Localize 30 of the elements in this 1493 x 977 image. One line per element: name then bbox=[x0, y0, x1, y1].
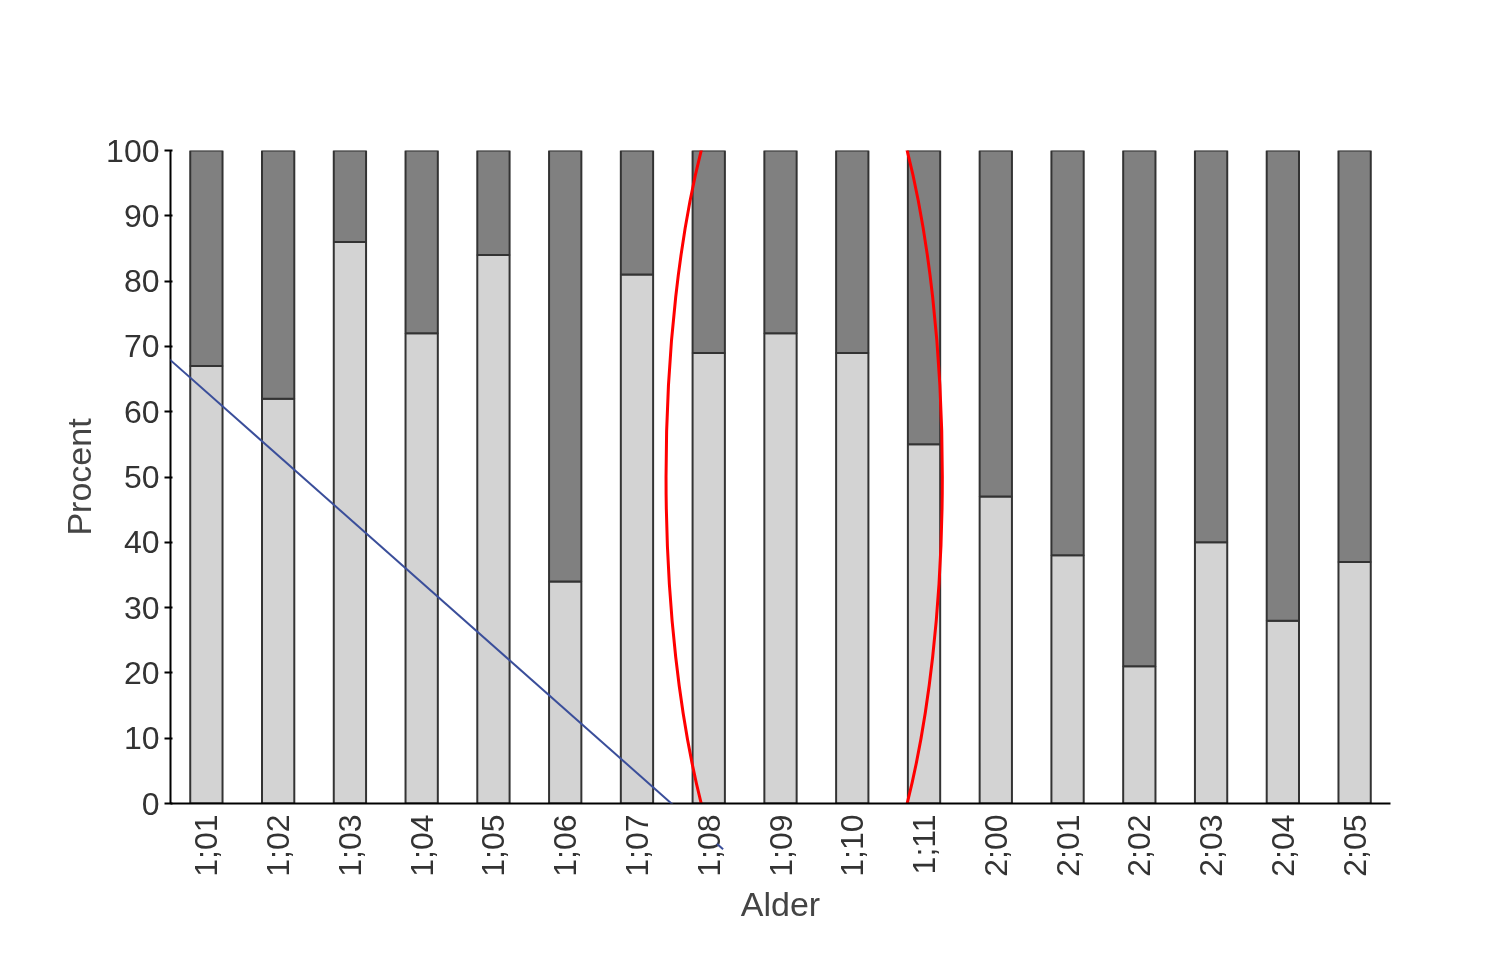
x-tick-label: 1;02 bbox=[260, 814, 297, 877]
x-tick-label: 2;03 bbox=[1193, 814, 1230, 877]
x-tick-label: 1;11 bbox=[906, 814, 943, 875]
x-tick-label: 2;05 bbox=[1336, 814, 1373, 877]
x-tick-label: 1;04 bbox=[403, 814, 440, 877]
y-tick-label: 0 bbox=[141, 785, 160, 822]
y-tick-label: 100 bbox=[106, 132, 160, 169]
x-tick-label: 1;03 bbox=[331, 814, 368, 877]
x-tick-label: 1;10 bbox=[834, 814, 871, 877]
y-tick-label: 40 bbox=[123, 524, 160, 561]
x-tick-label: 1;06 bbox=[547, 814, 584, 877]
y-tick-label: 50 bbox=[123, 459, 160, 495]
x-tick-label: 2;01 bbox=[1049, 814, 1086, 877]
y-tick-label: 80 bbox=[123, 263, 160, 300]
x-tick-label: 1;07 bbox=[618, 814, 655, 877]
x-axis-title: Alder bbox=[740, 884, 821, 923]
y-axis-title: Procent bbox=[60, 417, 99, 536]
y-tick-label: 70 bbox=[123, 328, 160, 365]
y-tick-label: 10 bbox=[123, 720, 160, 757]
x-tick-label: 2;02 bbox=[1121, 814, 1158, 877]
x-tick-label: 1;05 bbox=[475, 814, 512, 877]
x-tick-label: 1;08 bbox=[690, 814, 727, 877]
x-tick-label: 2;04 bbox=[1264, 814, 1301, 877]
y-tick-label: 90 bbox=[123, 197, 160, 234]
x-tick-label: 1;01 bbox=[188, 814, 225, 877]
y-tick-label: 30 bbox=[123, 589, 160, 626]
y-tick-label: 60 bbox=[123, 393, 160, 430]
x-tick-label: 1;09 bbox=[762, 814, 799, 877]
x-tick-label: 2;00 bbox=[977, 814, 1014, 877]
y-tick-label: 20 bbox=[123, 654, 160, 691]
